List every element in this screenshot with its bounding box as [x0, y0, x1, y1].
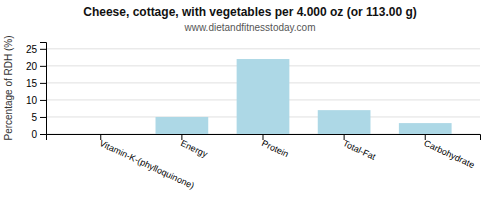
x-tick-label: Total-Fat	[341, 138, 377, 162]
bar	[399, 123, 452, 134]
y-tick: 0	[31, 129, 46, 140]
y-tick-label: 0	[31, 129, 37, 140]
x-tick: Carbohydrate	[422, 134, 476, 170]
bar	[237, 59, 290, 134]
y-tick-label: 5	[31, 112, 37, 123]
y-axis: 0 5 10 15 20 25	[26, 43, 47, 140]
chart-svg: Cheese, cottage, with vegetables per 4.0…	[0, 0, 500, 200]
x-axis: Vitamin-K-(phylloquinone)EnergyProteinTo…	[47, 134, 481, 191]
x-tick-label: Energy	[179, 138, 210, 159]
y-tick-mark	[40, 117, 46, 118]
y-tick: 20	[26, 61, 46, 72]
x-tick: Protein	[260, 134, 290, 159]
grid	[46, 49, 480, 134]
bar	[318, 110, 371, 134]
y-tick: 5	[31, 112, 46, 123]
y-tick-mark	[40, 83, 46, 84]
y-tick-label: 20	[26, 61, 38, 72]
y-tick-mark	[40, 134, 46, 135]
bar	[156, 117, 209, 134]
y-axis-line	[40, 43, 47, 135]
x-tick-label: Carbohydrate	[422, 138, 476, 170]
y-axis-title: Percentage of RDH (%)	[3, 35, 14, 140]
y-tick-mark	[40, 66, 46, 67]
x-tick: Energy	[179, 134, 210, 159]
y-tick-label: 25	[26, 44, 38, 55]
x-tick: Total-Fat	[341, 134, 377, 162]
y-tick-mark	[40, 49, 46, 50]
chart-container: Cheese, cottage, with vegetables per 4.0…	[0, 0, 500, 200]
plot-area: 0510152025Vitamin-K-(phylloquinone)Energ…	[26, 43, 481, 191]
grid-line	[46, 48, 480, 49]
subtitle: www.dietandfitnesstoday.com	[184, 22, 316, 33]
y-tick-label: 10	[26, 95, 38, 106]
bars	[156, 59, 452, 134]
bar	[74, 134, 127, 135]
y-tick: 10	[26, 95, 46, 106]
y-tick: 25	[26, 44, 46, 55]
x-tick-label: Protein	[260, 138, 290, 159]
title: Cheese, cottage, with vegetables per 4.0…	[83, 5, 416, 19]
y-tick: 15	[26, 78, 46, 89]
y-tick-mark	[40, 100, 46, 101]
y-tick-label: 15	[26, 78, 38, 89]
